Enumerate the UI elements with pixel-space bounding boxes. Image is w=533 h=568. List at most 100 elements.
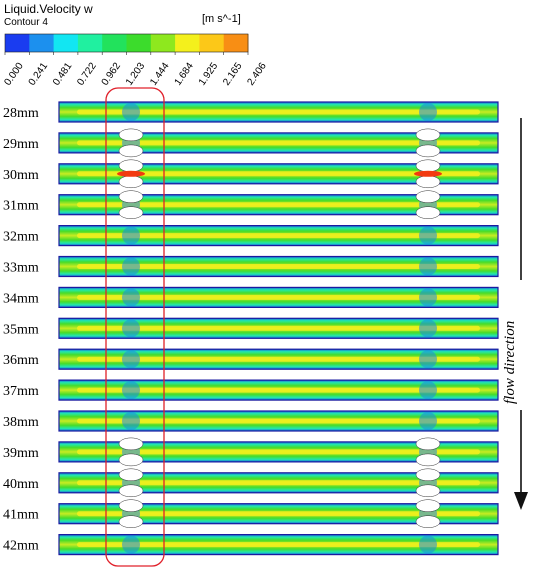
legend-unit: [m s^-1]	[202, 13, 241, 25]
channel-row: 28mm	[3, 101, 499, 123]
row-label: 33mm	[3, 261, 39, 276]
obstacle-top	[415, 128, 441, 142]
channel-row: 33mm	[3, 255, 499, 278]
legend-tick-label: 2.406	[245, 61, 269, 88]
row-label: 37mm	[3, 384, 39, 399]
throat-vortex	[419, 319, 437, 338]
obstacle-top	[415, 468, 441, 482]
obstacle-bottom	[415, 484, 441, 498]
throat-vortex	[122, 412, 140, 430]
row-label: 35mm	[3, 322, 39, 337]
channel-row: 41mm	[3, 499, 499, 528]
channel-row: 35mm	[3, 317, 499, 339]
row-label: 38mm	[3, 415, 39, 430]
throat-vortex	[122, 319, 140, 338]
velocity-core	[77, 449, 480, 455]
row-label: 32mm	[3, 230, 39, 245]
row-label: 31mm	[3, 199, 39, 214]
obstacle-bottom	[415, 175, 441, 189]
channel-row: 39mm	[3, 437, 499, 467]
velocity-core	[77, 387, 480, 393]
legend-tick-label: 0.481	[51, 61, 75, 88]
obstacle-top	[118, 499, 144, 512]
legend-swatch	[175, 34, 200, 52]
channel-row: 34mm	[3, 286, 499, 308]
legend-tick-label: 1.925	[197, 61, 221, 88]
throat-vortex	[419, 103, 437, 121]
legend-swatch	[53, 34, 79, 52]
legend-tick-label: 1.444	[148, 61, 172, 88]
throat-vortex	[419, 535, 437, 554]
throat-vortex	[419, 350, 437, 369]
throat-vortex	[419, 257, 437, 276]
row-label: 29mm	[3, 137, 39, 152]
flow-arrow-head	[514, 492, 528, 510]
throat-vortex	[122, 257, 140, 276]
channel-row: 38mm	[3, 410, 499, 432]
legend-tick-labels: 0.000 0.241 0.481 0.722 0.962 1.203 1.444 1.684…	[2, 52, 269, 88]
legend-tick-label: 0.722	[75, 61, 99, 88]
velocity-core	[77, 233, 480, 239]
throat-vortex	[122, 226, 140, 245]
channel-row: 31mm	[3, 190, 499, 219]
legend-swatch	[5, 34, 30, 52]
row-label: 40mm	[3, 477, 39, 492]
throat-vortex	[419, 412, 437, 430]
jet-peak	[414, 170, 442, 177]
obstacle-bottom	[118, 453, 144, 467]
obstacle-top	[118, 159, 144, 173]
channel-row: 37mm	[3, 379, 499, 401]
row-label: 34mm	[3, 291, 39, 306]
obstacle-bottom	[118, 144, 144, 158]
channel-row: 30mm	[3, 159, 499, 189]
flow-direction-indicator: flow direction	[502, 118, 533, 510]
legend-tick-label: 0.000	[2, 61, 26, 88]
velocity-core	[77, 511, 480, 517]
channel-row: 32mm	[3, 225, 499, 247]
obstacle-bottom	[415, 144, 441, 158]
throat-vortex	[419, 381, 437, 400]
legend-subtitle: Contour 4	[4, 17, 48, 28]
velocity-core	[77, 356, 480, 362]
legend-swatch	[150, 34, 176, 52]
jet-peak	[117, 170, 145, 177]
row-label: 42mm	[3, 539, 39, 554]
legend-color-bar	[4, 33, 249, 53]
highlight-box	[105, 87, 165, 567]
channel-row: 40mm	[3, 468, 499, 498]
obstacle-top	[118, 128, 144, 142]
flow-label-background	[504, 280, 533, 410]
obstacle-bottom	[118, 206, 144, 219]
legend-tick-label: 1.684	[173, 61, 197, 88]
throat-vortex	[122, 350, 140, 369]
velocity-core	[77, 542, 480, 548]
throat-vortex	[122, 288, 140, 307]
row-label: 36mm	[3, 353, 39, 368]
row-label: 39mm	[3, 446, 39, 461]
throat-vortex	[122, 103, 140, 121]
legend-title: Liquid.Velocity w	[4, 2, 93, 16]
channel-row: 29mm	[3, 128, 499, 158]
obstacle-bottom	[118, 175, 144, 189]
velocity-core	[77, 264, 480, 269]
throat-vortex	[419, 226, 437, 245]
color-legend: Liquid.Velocity w Contour 4 [m s^-1] 0.0…	[2, 2, 269, 88]
legend-swatch	[77, 34, 103, 52]
row-label: 41mm	[3, 508, 39, 523]
obstacle-bottom	[118, 515, 144, 528]
obstacle-bottom	[415, 206, 441, 219]
velocity-core	[77, 480, 480, 486]
velocity-core	[77, 202, 480, 208]
obstacle-bottom	[118, 484, 144, 498]
row-label: 28mm	[3, 106, 39, 121]
flow-direction-label: flow direction	[502, 321, 518, 404]
channel-rows: 28mm 29mm 30mm 31mm 32mm 33mm 34mm 35mm 36mm 37mm…	[3, 101, 499, 556]
legend-tick-label: 0.241	[27, 61, 51, 88]
throat-vortex	[122, 381, 140, 400]
legend-swatch	[102, 34, 127, 52]
legend-swatch	[29, 34, 55, 52]
obstacle-bottom	[415, 453, 441, 467]
obstacle-top	[118, 190, 144, 203]
row-label: 30mm	[3, 168, 39, 183]
